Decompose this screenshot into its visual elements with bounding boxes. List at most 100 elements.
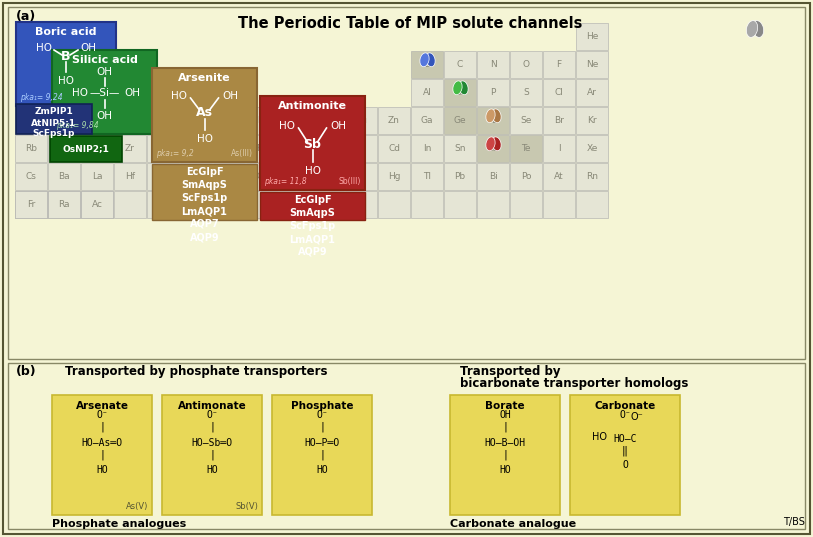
Text: Sb: Sb (303, 137, 321, 150)
Text: Po: Po (521, 172, 531, 181)
Bar (180, 163, 212, 190)
Text: B: B (424, 60, 430, 69)
Text: OH: OH (124, 88, 141, 98)
Bar (510, 163, 542, 190)
Text: Silicic acid: Silicic acid (72, 55, 137, 65)
Text: Ir: Ir (292, 172, 298, 181)
Bar (213, 163, 245, 190)
Text: Ge: Ge (454, 116, 467, 125)
Bar (114, 163, 146, 190)
Text: Ar: Ar (587, 88, 597, 97)
Ellipse shape (492, 109, 501, 123)
Bar (411, 191, 443, 218)
Text: Transported by phosphate transporters: Transported by phosphate transporters (65, 365, 328, 378)
Bar (16, 104, 92, 134)
Bar (477, 51, 509, 78)
Ellipse shape (492, 137, 501, 151)
Bar (444, 79, 476, 106)
Text: Ag: Ag (355, 144, 367, 153)
Bar (411, 51, 443, 78)
Bar (15, 23, 47, 50)
Text: N: N (489, 60, 497, 69)
Text: Ba: Ba (59, 172, 70, 181)
Text: Antimonate: Antimonate (177, 401, 246, 411)
Bar (312, 135, 344, 162)
Text: Cu: Cu (355, 116, 367, 125)
Bar (213, 191, 245, 218)
Bar (246, 163, 278, 190)
Text: AQP9: AQP9 (298, 247, 328, 257)
Text: HO: HO (96, 465, 108, 475)
Ellipse shape (746, 20, 758, 38)
Text: HO: HO (279, 121, 294, 131)
Text: T/BS: T/BS (783, 517, 805, 527)
Ellipse shape (486, 109, 495, 123)
Bar (378, 135, 410, 162)
Text: HO: HO (305, 166, 320, 176)
Text: As: As (488, 116, 498, 125)
Bar (180, 191, 212, 218)
Text: Phosphate: Phosphate (291, 401, 354, 411)
Bar (50, 136, 122, 162)
Bar (48, 107, 80, 134)
Bar (15, 191, 47, 218)
Text: Rb: Rb (25, 144, 37, 153)
Text: Sn: Sn (454, 144, 466, 153)
Text: Boric acid: Boric acid (35, 27, 97, 37)
Text: At: At (554, 172, 563, 181)
Text: Sr: Sr (59, 144, 69, 153)
Text: O⁻: O⁻ (96, 410, 108, 420)
Bar (510, 135, 542, 162)
Bar (81, 163, 113, 190)
Bar (378, 191, 410, 218)
Bar (15, 79, 47, 106)
Text: C: C (457, 60, 463, 69)
Bar (411, 79, 443, 106)
Text: O⁻: O⁻ (620, 410, 631, 420)
Text: Carbonate: Carbonate (594, 401, 655, 411)
Text: ‖: ‖ (622, 446, 628, 456)
Text: Cr: Cr (191, 116, 201, 125)
Text: Fe: Fe (257, 116, 267, 125)
Ellipse shape (453, 81, 462, 95)
Text: HO: HO (171, 91, 186, 101)
Bar (213, 107, 245, 134)
Text: O⁻: O⁻ (630, 412, 643, 422)
Text: HO: HO (72, 88, 88, 98)
Text: |: | (209, 450, 215, 460)
Text: HO—P═O: HO—P═O (304, 438, 340, 448)
Text: Si: Si (456, 88, 464, 97)
Bar (576, 79, 608, 106)
Text: Ta: Ta (159, 172, 167, 181)
Bar (246, 191, 278, 218)
Bar (576, 107, 608, 134)
Text: V: V (160, 116, 166, 125)
Text: Pt: Pt (324, 172, 333, 181)
Text: LmAQP1: LmAQP1 (181, 206, 228, 216)
Bar (450, 395, 560, 515)
Text: Re: Re (224, 172, 235, 181)
Text: Na: Na (25, 88, 37, 97)
Text: pka₁= 9,2: pka₁= 9,2 (156, 149, 193, 158)
Text: HO: HO (36, 43, 52, 53)
Text: —Si—: —Si— (89, 88, 120, 98)
Bar (312, 163, 344, 190)
Text: Cs: Cs (25, 172, 37, 181)
Bar (543, 107, 575, 134)
Text: ZmPIP1: ZmPIP1 (35, 107, 73, 116)
Bar (147, 107, 179, 134)
Text: Kr: Kr (587, 116, 597, 125)
Text: Ti: Ti (126, 116, 134, 125)
Bar (576, 191, 608, 218)
Text: HO: HO (316, 465, 328, 475)
Text: Os: Os (256, 172, 267, 181)
Text: HO: HO (499, 465, 511, 475)
Bar (378, 163, 410, 190)
Text: Mo: Mo (189, 144, 202, 153)
Text: O: O (622, 460, 628, 470)
Text: As(V): As(V) (126, 502, 148, 511)
Bar (477, 163, 509, 190)
Bar (162, 395, 262, 515)
Bar (444, 191, 476, 218)
Text: Zn: Zn (388, 116, 400, 125)
